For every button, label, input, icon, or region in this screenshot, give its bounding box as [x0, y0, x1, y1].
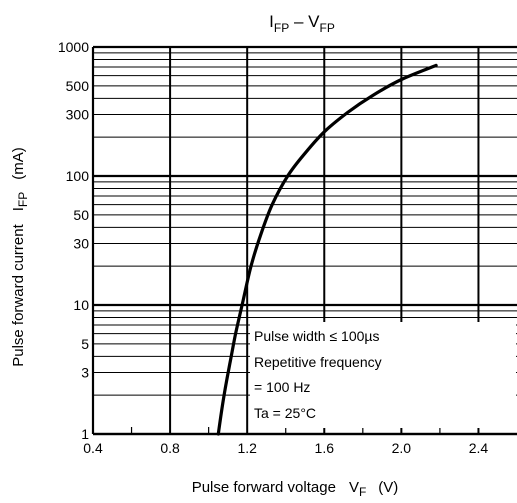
y-axis-symbol-subscript: FP	[16, 192, 30, 207]
y-tick-label: 30	[73, 235, 89, 251]
ifp-vfp-curve	[216, 63, 438, 436]
y-tick-label: 50	[73, 207, 89, 223]
y-axis-label: Pulse forward currentIFP(mA)	[10, 147, 30, 367]
x-tick-label: 1.2	[237, 440, 257, 456]
y-tick-label: 300	[66, 106, 90, 122]
y-tick-label: 1000	[58, 39, 89, 55]
repetitive-frequency-label: Repetitive frequency	[254, 353, 382, 370]
chart-title: IFP – VFP	[269, 12, 335, 35]
title-subscript-1: FP	[274, 21, 289, 35]
x-tick-label: 2.0	[392, 440, 412, 456]
x-tick-label: 0.4	[83, 440, 103, 456]
x-axis-symbol-subscript: F	[359, 485, 366, 499]
y-tick-labels: 1 3 5 10 30 50 100 300 500 1000	[58, 39, 89, 442]
y-tick-label: 100	[66, 168, 90, 184]
x-tick-label: 1.6	[315, 440, 335, 456]
y-tick-label: 1	[81, 426, 89, 442]
x-tick-label: 0.8	[160, 440, 180, 456]
x-tick-labels: 0.4 0.8 1.2 1.6 2.0 2.4	[83, 440, 488, 456]
y-tick-label: 500	[66, 78, 90, 94]
y-tick-label: 3	[81, 364, 89, 380]
frequency-value: = 100 Hz	[254, 379, 311, 395]
y-tick-label: 5	[81, 336, 89, 352]
conditions-legend: Pulse width ≤ 100µs Repetitive frequency…	[250, 322, 516, 428]
x-tick-label: 2.4	[469, 440, 489, 456]
pulse-width-condition: Pulse width ≤ 100µs	[254, 328, 380, 344]
title-subscript-2: FP	[319, 21, 334, 35]
temperature-condition: Ta = 25°C	[254, 404, 317, 421]
x-axis-label: Pulse forward voltage VF (V)	[192, 479, 399, 499]
y-tick-label: 10	[73, 297, 89, 313]
